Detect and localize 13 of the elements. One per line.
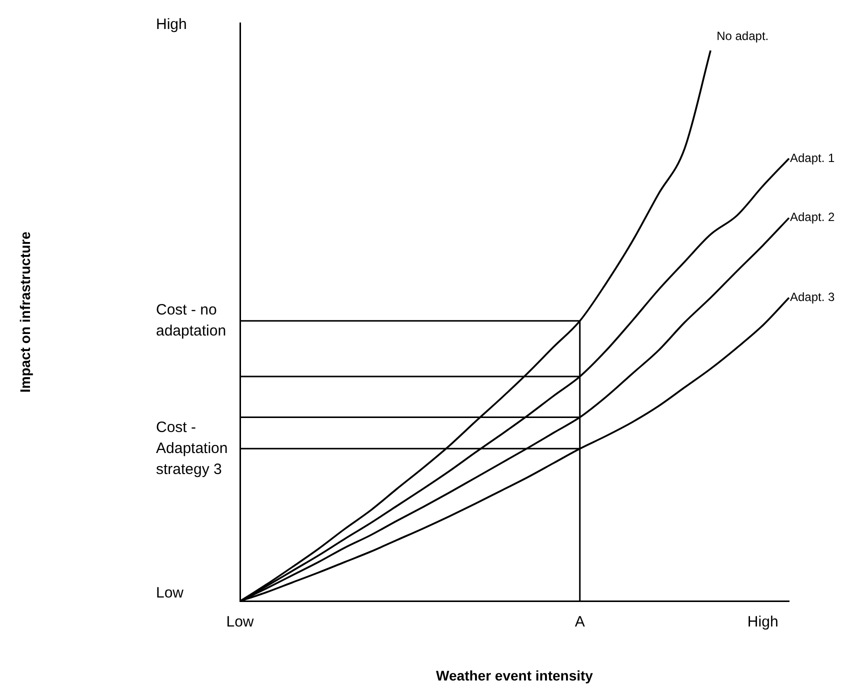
series-label: Adapt. 2 — [790, 210, 836, 224]
x-tick-label: Low — [226, 613, 254, 630]
text: Impact on infrastructure — [16, 231, 33, 393]
ref-line-label: Cost - Adaptation strategy 3 — [156, 418, 228, 478]
series-label: Adapt. 1 — [790, 150, 836, 165]
text: High — [156, 16, 187, 34]
series-label: Adapt. 3 — [790, 290, 836, 304]
series-label: No adapt. — [716, 28, 769, 43]
text: Low — [156, 584, 184, 602]
ref-line-label: Cost - no adaptation — [156, 302, 226, 340]
x-tick-label: A — [574, 613, 585, 630]
x-tick-label: High — [747, 613, 778, 630]
x-axis-title: Weather event intensity — [436, 667, 594, 684]
